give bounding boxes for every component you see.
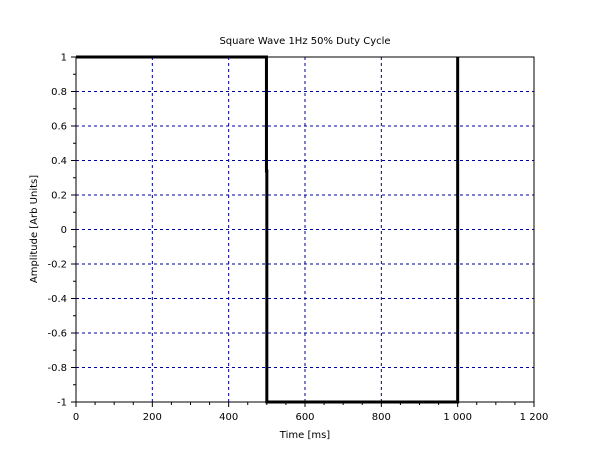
x-tick-label: 600 bbox=[295, 412, 314, 423]
y-tick-label: -1 bbox=[57, 398, 67, 409]
x-tick-labels: 0 200 400 600 800 1 000 1 200 bbox=[73, 412, 549, 423]
y-tick-label: 0.6 bbox=[51, 122, 67, 133]
y-tick-label: -0.4 bbox=[47, 294, 67, 305]
x-tick-label: 1 200 bbox=[520, 412, 549, 423]
chart-title: Square Wave 1Hz 50% Duty Cycle bbox=[219, 36, 390, 47]
x-tick-label: 400 bbox=[219, 412, 238, 423]
y-tick-label: -0.6 bbox=[47, 329, 67, 340]
grid-lines bbox=[76, 57, 534, 402]
y-tick-labels: -1 -0.8 -0.6 -0.4 -0.2 0 0.2 0.4 0.6 0.8 1 bbox=[47, 53, 67, 409]
square-wave-series bbox=[76, 55, 460, 404]
x-tick-label: 0 bbox=[73, 412, 79, 423]
x-axis-label: Time [ms] bbox=[279, 430, 331, 441]
y-tick-label: 1 bbox=[61, 53, 67, 64]
y-tick-label: 0.2 bbox=[51, 191, 67, 202]
x-tick-label: 800 bbox=[372, 412, 391, 423]
y-axis-label: Amplitude [Arb Units] bbox=[29, 175, 40, 283]
y-tick-label: -0.8 bbox=[47, 363, 67, 374]
y-tick-label: -0.2 bbox=[47, 260, 67, 271]
y-tick-label: 0.4 bbox=[51, 156, 67, 167]
y-tick-label: 0.8 bbox=[51, 87, 67, 98]
x-tick-label: 200 bbox=[143, 412, 162, 423]
y-tick-label: 0 bbox=[61, 225, 67, 236]
x-tick-label: 1 000 bbox=[443, 412, 472, 423]
